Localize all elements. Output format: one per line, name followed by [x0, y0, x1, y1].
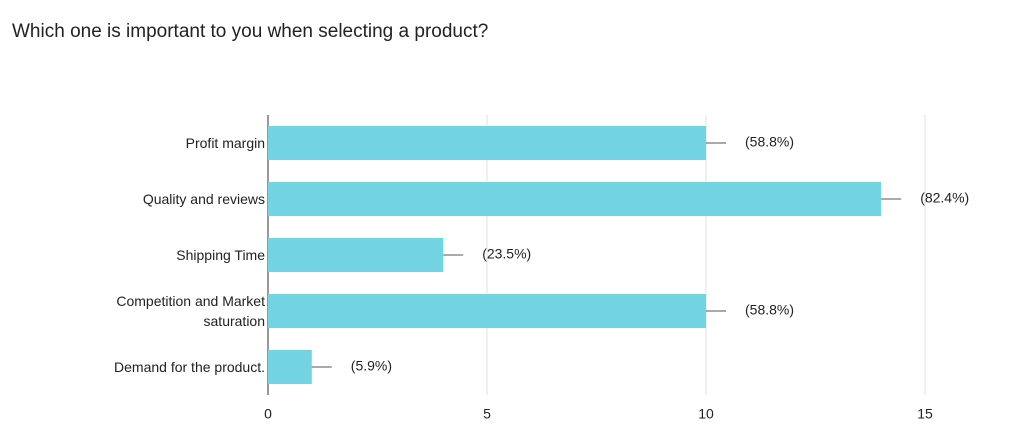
y-tick-label: Profit margin [185, 134, 265, 151]
x-tick-label: 5 [483, 406, 491, 422]
category-label-box: Profit margin [185, 134, 265, 151]
category-label-box: Shipping Time [176, 246, 265, 263]
x-tick-label: 10 [698, 406, 714, 422]
data-label: (58.8%) [745, 302, 794, 318]
category-label-box: Quality and reviews [142, 190, 265, 207]
category-label-box: Competition and Market saturation [116, 292, 265, 329]
data-label: (23.5%) [482, 246, 531, 262]
y-tick-label: Quality and reviews [142, 190, 265, 207]
bar [268, 182, 882, 216]
chart-title: Which one is important to you when selec… [12, 21, 488, 42]
bar [268, 350, 312, 384]
category-label-box: Demand for the product. [114, 358, 265, 375]
y-tick-label: Shipping Time [176, 246, 265, 263]
x-tick-label: 0 [264, 406, 272, 422]
y-tick-label: Competition and Market saturation [116, 292, 265, 329]
data-label: (82.4%) [920, 190, 969, 206]
data-label: (58.8%) [745, 134, 794, 150]
bar [268, 294, 706, 328]
x-tick-label: 15 [917, 406, 933, 422]
bar [268, 126, 706, 160]
y-tick-label: Demand for the product. [114, 358, 265, 375]
bar [268, 238, 444, 272]
data-label: (5.9%) [351, 358, 392, 374]
